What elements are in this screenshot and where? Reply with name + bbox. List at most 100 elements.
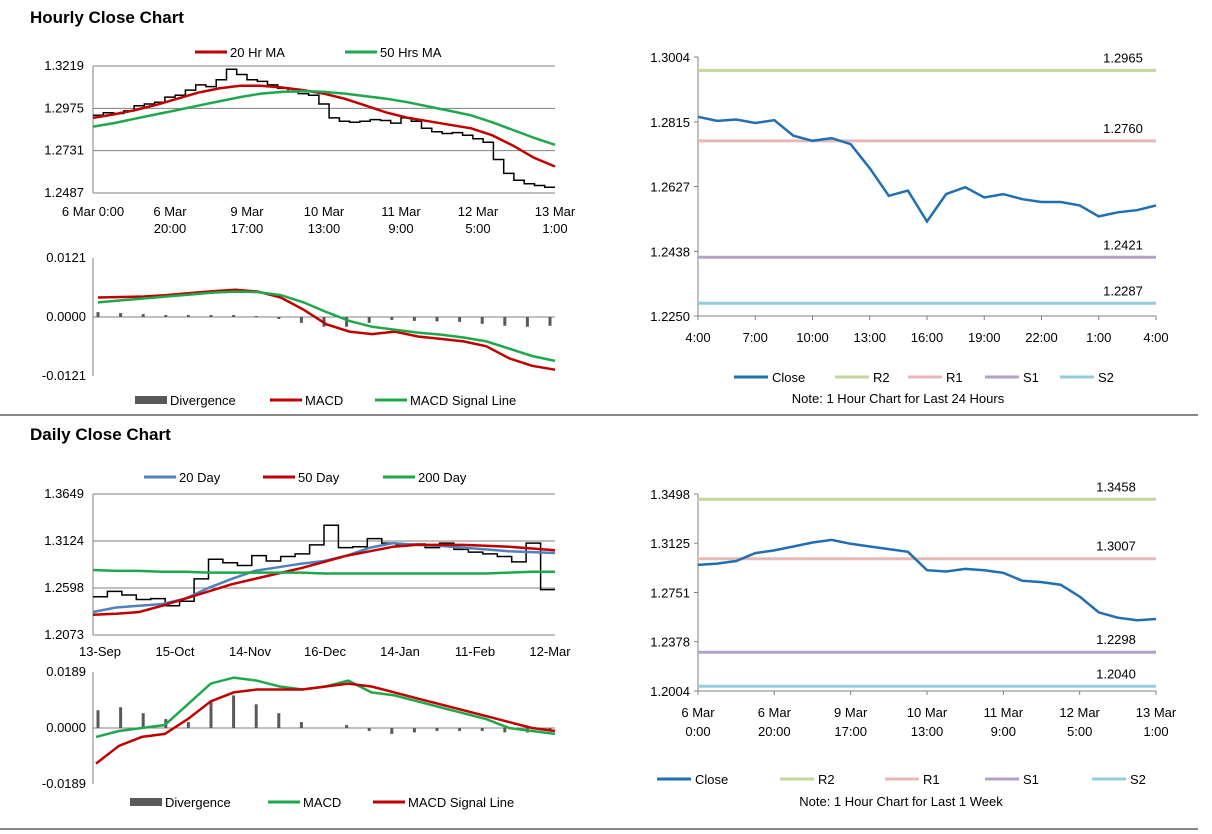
x-tick-label: 9:00 xyxy=(388,221,413,236)
macd-line xyxy=(97,290,556,363)
x-tick-label: 10 Mar xyxy=(907,705,948,720)
ma-line xyxy=(92,568,555,575)
x-tick-label: 6 Mar 0:00 xyxy=(62,204,124,219)
x-tick-label: 11 Mar xyxy=(381,204,421,219)
close-price-line xyxy=(697,115,1157,224)
x-tick-label: 12 Mar xyxy=(458,204,499,219)
chart-note: Note: 1 Hour Chart for Last 1 Week xyxy=(799,794,1003,809)
y-tick-label: 1.2751 xyxy=(650,586,690,601)
y-tick-label: 0.0000 xyxy=(46,720,86,735)
x-tick-label: 0:00 xyxy=(685,724,710,739)
legend-swatch-0 xyxy=(130,798,162,806)
macd-line xyxy=(95,682,556,765)
x-tick-label: 4:00 xyxy=(685,330,710,345)
x-tick-label: 19:00 xyxy=(968,330,1001,345)
level-label-s2: 1.2040 xyxy=(1096,666,1136,681)
x-tick-label: 22:00 xyxy=(1025,330,1058,345)
daily-macd-chart: 0.0189 0.0000 -0.0189 Divergence MACD MACD Si… xyxy=(42,664,556,810)
y-tick-label: 0.0121 xyxy=(46,250,86,265)
y-tick-label: 1.3219 xyxy=(44,58,84,73)
legend-label: MACD xyxy=(303,795,341,810)
y-tick-label: 1.3124 xyxy=(44,533,84,548)
hourly-price-chart: 20 Hr MA 50 Hrs MA 1.3219 1.2975 1.2731 1.248… xyxy=(44,45,576,236)
x-tick-label: 13 Mar xyxy=(1136,705,1177,720)
x-tick-label: 5:00 xyxy=(1067,724,1092,739)
y-tick-label: 1.2378 xyxy=(650,635,690,650)
bottom-divider xyxy=(0,828,1198,830)
hourly-section-title: Hourly Close Chart xyxy=(30,8,184,27)
x-tick-label: 13:00 xyxy=(853,330,886,345)
level-label-r1: 1.3007 xyxy=(1096,539,1136,554)
legend-label: Close xyxy=(695,772,728,787)
x-tick-label: 12-Mar xyxy=(529,644,571,659)
legend-label: S2 xyxy=(1130,772,1146,787)
hourly-24h-levels-chart: 1.3004 1.2815 1.2627 1.2438 1.2250 1.2965 1.27… xyxy=(650,50,1168,406)
legend-label: MACD Signal Line xyxy=(410,393,516,408)
x-tick-label: 4:00 xyxy=(1143,330,1168,345)
x-tick-label: 20:00 xyxy=(758,724,791,739)
x-tick-label: 7:00 xyxy=(743,330,768,345)
x-tick-label: 6 Mar xyxy=(681,705,715,720)
x-tick-label: 9 Mar xyxy=(834,705,868,720)
close-price-line xyxy=(697,538,1157,622)
x-tick-label: 16-Dec xyxy=(304,644,346,659)
ma-line xyxy=(92,89,556,146)
y-tick-label: 1.2487 xyxy=(44,185,84,200)
y-tick-label: 1.3125 xyxy=(650,536,690,551)
ma-line xyxy=(92,543,556,616)
y-tick-label: 1.2975 xyxy=(44,100,84,115)
y-tick-label: 1.2815 xyxy=(650,115,690,130)
x-tick-label: 11-Feb xyxy=(455,644,495,659)
x-tick-label: 17:00 xyxy=(231,221,264,236)
legend-label: R2 xyxy=(818,772,835,787)
y-tick-label: 1.3004 xyxy=(650,50,690,65)
legend-label: 200 Day xyxy=(418,470,467,485)
legend-label: 20 Day xyxy=(179,470,221,485)
y-tick-label: 1.2250 xyxy=(650,309,690,324)
y-tick-label: 1.2073 xyxy=(44,627,84,642)
y-tick-label: -0.0189 xyxy=(42,776,86,791)
x-tick-label: 6 Mar xyxy=(153,204,187,219)
level-label-s1: 1.2421 xyxy=(1103,237,1143,252)
close-price-line xyxy=(93,524,555,607)
x-tick-label: 1:00 xyxy=(1086,330,1111,345)
legend-label: Close xyxy=(772,370,805,385)
level-label-r2: 1.2965 xyxy=(1103,50,1143,65)
x-tick-label: 6 Mar xyxy=(758,705,792,720)
x-tick-label: 10 Mar xyxy=(304,204,345,219)
legend-label: Divergence xyxy=(170,393,236,408)
y-tick-label: -0.0121 xyxy=(42,368,86,383)
y-tick-label: 1.2004 xyxy=(650,684,690,699)
macd-line xyxy=(97,288,556,371)
x-tick-label: 12 Mar xyxy=(1059,705,1100,720)
x-tick-label: 20:00 xyxy=(154,221,187,236)
legend-label: 50 Day xyxy=(298,470,340,485)
daily-week-levels-chart: 1.3498 1.3125 1.2751 1.2378 1.2004 1.3458 1.30… xyxy=(650,479,1177,809)
daily-price-chart: 20 Day 50 Day 200 Day 1.3649 1.3124 1.2598 1.2… xyxy=(44,470,571,659)
y-tick-label: 1.3649 xyxy=(44,486,84,501)
hourly-macd-chart: 0.0121 0.0000 -0.0121 Divergence MACD MACD Si… xyxy=(42,250,556,408)
y-tick-label: 0.0000 xyxy=(46,309,86,324)
level-label-r1: 1.2760 xyxy=(1103,121,1143,136)
legend-label: R2 xyxy=(873,370,890,385)
y-tick-label: 1.2598 xyxy=(44,580,84,595)
x-tick-label: 13-Sep xyxy=(79,644,121,659)
section-divider xyxy=(0,414,1198,416)
legend-label: Divergence xyxy=(165,795,231,810)
x-tick-label: 9 Mar xyxy=(230,204,264,219)
x-tick-label: 13:00 xyxy=(308,221,341,236)
legend-label: S2 xyxy=(1098,370,1114,385)
legend-label: MACD xyxy=(305,393,343,408)
y-tick-label: 1.2731 xyxy=(44,143,84,158)
level-label-r2: 1.3458 xyxy=(1096,479,1136,494)
x-tick-label: 15-Oct xyxy=(155,644,194,659)
legend-label: S1 xyxy=(1023,370,1039,385)
legend-label: S1 xyxy=(1023,772,1039,787)
x-tick-label: 1:00 xyxy=(1143,724,1168,739)
x-tick-label: 17:00 xyxy=(834,724,867,739)
y-tick-label: 1.2438 xyxy=(650,244,690,259)
legend-label: R1 xyxy=(946,370,963,385)
legend-label: 50 Hrs MA xyxy=(380,45,442,60)
chart-note: Note: 1 Hour Chart for Last 24 Hours xyxy=(792,391,1005,406)
legend-label: MACD Signal Line xyxy=(408,795,514,810)
